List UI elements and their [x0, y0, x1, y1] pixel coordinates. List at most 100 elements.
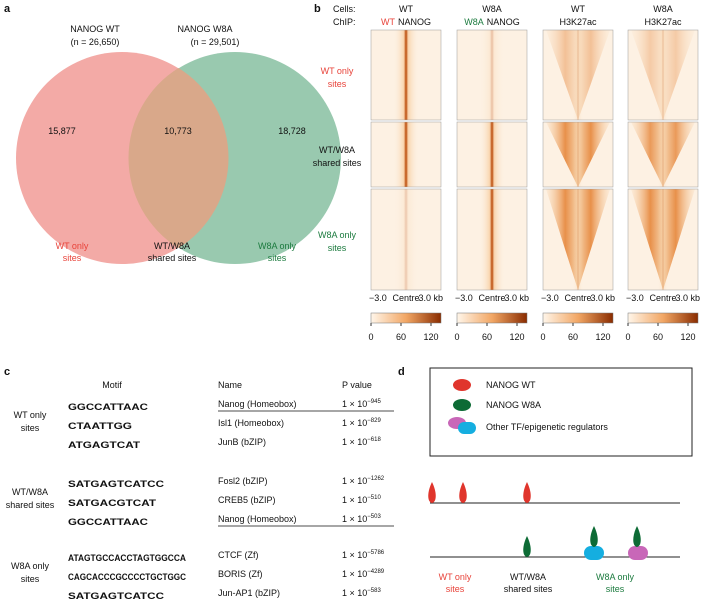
motif-logo: SATGACGTCAT	[68, 498, 157, 508]
p-base: 1 × 10	[342, 418, 367, 428]
motif-name: CREB5 (bZIP)	[218, 495, 276, 505]
row-label: sites	[328, 243, 347, 253]
venn-label: shared sites	[148, 253, 197, 263]
chip-header: H3K27ac	[644, 17, 682, 27]
colorbar-tick-label: 120	[423, 332, 438, 342]
panel-label: d	[398, 366, 405, 378]
p-exponent: −618	[367, 437, 381, 443]
chip-name: NANOG	[487, 17, 520, 27]
colorbar-tick-label: 0	[625, 332, 630, 342]
motif-name: Nanog (Homeobox)	[218, 399, 297, 409]
chip-name: H3K27ac	[644, 17, 682, 27]
set-count: 15,877	[48, 126, 76, 136]
legend-box	[429, 367, 693, 457]
motif-logo: SATGAGTCATCC	[68, 591, 165, 601]
colorbar	[456, 312, 528, 324]
p-value: 1 × 10−583	[342, 588, 381, 598]
site-label: WT/W8A	[510, 572, 546, 582]
set-n: (n = 26,650)	[71, 37, 120, 47]
colorbar-tick-label: 60	[568, 332, 578, 342]
p-value: 1 × 10−829	[342, 418, 381, 428]
colorbar-tick-label: 0	[454, 332, 459, 342]
axis-label: −3.0	[626, 293, 644, 303]
chip-header: W8A NANOG	[464, 17, 520, 27]
site-label: W8A only	[596, 572, 635, 582]
motif-logo: ATAGTGCCACCTAGTGGCCA	[68, 553, 186, 563]
heatmap-border	[542, 121, 614, 188]
row-label: WT/W8A	[319, 145, 355, 155]
colorbar	[627, 312, 699, 324]
colorbar	[542, 312, 614, 324]
motif-name: Nanog (Homeobox)	[218, 514, 297, 524]
row-label: sites	[328, 79, 347, 89]
chip-prefix: W8A	[464, 17, 484, 27]
legend-icon	[458, 422, 476, 434]
colorbar-tick-label: 0	[540, 332, 545, 342]
heatmap-signal	[573, 122, 583, 187]
axis-label: −3.0	[369, 293, 387, 303]
site-label: sites	[446, 584, 465, 594]
axis-label: Centre	[649, 293, 676, 303]
p-value: 1 × 10−4289	[342, 569, 385, 579]
colorbar-tick-label: 120	[509, 332, 524, 342]
p-value: 1 × 10−618	[342, 437, 381, 447]
nanog-w8a	[590, 526, 598, 547]
heatmap-border	[542, 188, 614, 291]
venn-label: WT only	[56, 241, 89, 251]
panel-label: c	[4, 366, 10, 378]
set-count: 18,728	[278, 126, 306, 136]
heatmap-border	[542, 29, 614, 121]
column-header: Motif	[102, 380, 122, 390]
heatmap-border	[627, 188, 699, 291]
heatmap-signal	[480, 122, 504, 187]
motif-logo: GGCCATTAAC	[68, 517, 149, 527]
chip-header: H3K27ac	[559, 17, 597, 27]
group-label: sites	[21, 423, 40, 433]
colorbar-tick-label: 60	[653, 332, 663, 342]
p-base: 1 × 10	[342, 550, 367, 560]
overlap-count: 10,773	[164, 126, 192, 136]
column-header: Name	[218, 380, 242, 390]
p-exponent: −4289	[367, 569, 385, 575]
p-base: 1 × 10	[342, 588, 367, 598]
heatmap-signal	[658, 122, 668, 187]
colorbar-tick-label: 60	[396, 332, 406, 342]
heatmap-border	[456, 29, 528, 121]
motif-logo: ATGAGTCAT	[68, 440, 141, 450]
set-n: (n = 29,501)	[191, 37, 240, 47]
legend-icon	[453, 379, 471, 391]
heatmap-signal	[573, 189, 583, 290]
p-value: 1 × 10−510	[342, 495, 381, 505]
group-label: shared sites	[6, 500, 55, 510]
heatmap-border	[627, 29, 699, 121]
colorbar-tick-label: 120	[680, 332, 695, 342]
axis-label: −3.0	[455, 293, 473, 303]
axis-label: Centre	[564, 293, 591, 303]
motif-logo: GGCCATTAAC	[68, 402, 149, 412]
nanog-w8a	[633, 526, 641, 547]
heatmap-signal	[480, 30, 504, 120]
colorbar-tick-label: 0	[368, 332, 373, 342]
heatmap-signal	[394, 30, 418, 120]
chip-name: NANOG	[398, 17, 431, 27]
venn-overlap	[128, 68, 229, 248]
motif-logo: SATGAGTCATCC	[68, 479, 165, 489]
nanog-wt	[523, 482, 531, 503]
column-header: P value	[342, 380, 372, 390]
heatmap-border	[627, 121, 699, 188]
chip-label: ChIP:	[333, 17, 356, 27]
motif-name: Jun-AP1 (bZIP)	[218, 588, 280, 598]
p-value: 1 × 10−945	[342, 399, 381, 409]
venn-label: sites	[268, 253, 287, 263]
group-label: sites	[21, 574, 40, 584]
p-exponent: −945	[367, 399, 381, 405]
heatmap-signal	[658, 189, 668, 290]
p-value: 1 × 10−5786	[342, 550, 385, 560]
p-base: 1 × 10	[342, 476, 367, 486]
motif-name: Fosl2 (bZIP)	[218, 476, 268, 486]
chip-name: H3K27ac	[559, 17, 597, 27]
group-label: W8A only	[11, 561, 50, 571]
p-base: 1 × 10	[342, 437, 367, 447]
heatmap-signal	[480, 189, 504, 290]
